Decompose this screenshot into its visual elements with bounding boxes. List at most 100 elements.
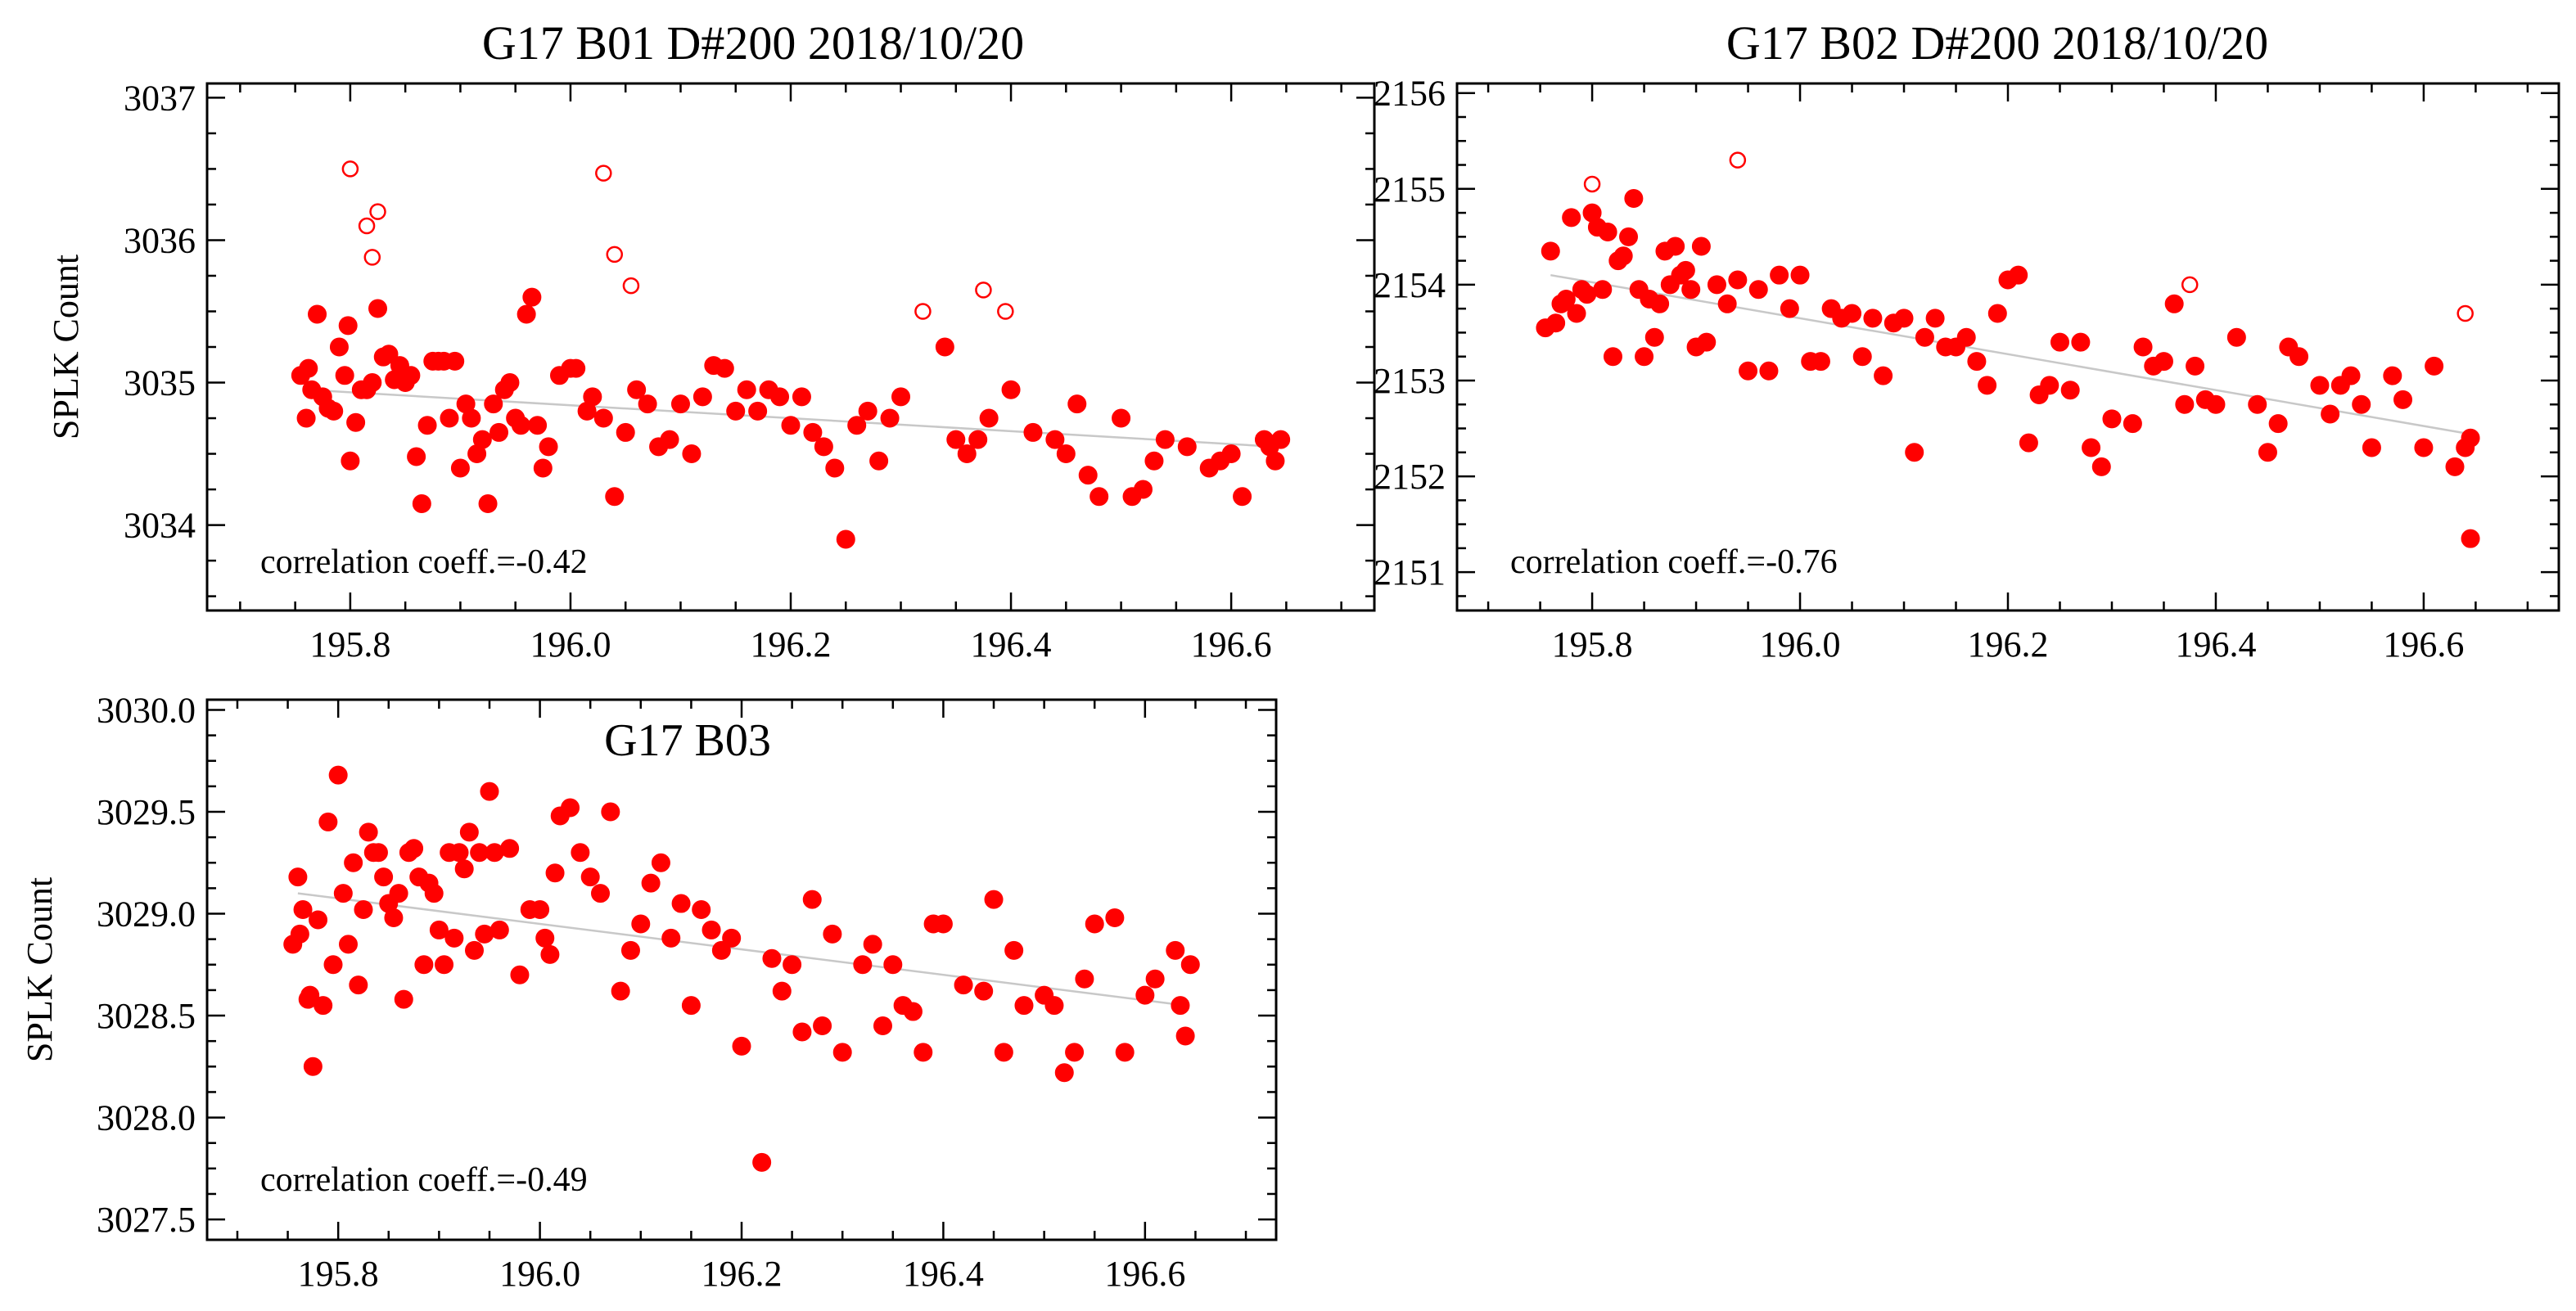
y-tick-label: 2155 — [1374, 169, 1446, 209]
data-point — [1863, 309, 1883, 328]
data-point — [472, 430, 492, 449]
data-point — [338, 316, 358, 336]
data-point — [836, 529, 855, 549]
data-point — [2383, 366, 2402, 385]
x-tick-label: 196.2 — [1968, 624, 2049, 665]
data-point — [2060, 381, 2080, 400]
data-point — [1707, 275, 1726, 295]
data-point — [1635, 347, 1654, 367]
data-point — [1894, 309, 1914, 328]
data-point — [682, 444, 702, 464]
data-point — [533, 458, 553, 478]
data-point — [2164, 294, 2184, 313]
data-point — [1603, 347, 1622, 367]
outlier-point — [914, 303, 932, 320]
data-point — [299, 358, 318, 378]
data-point — [338, 935, 358, 954]
data-points — [291, 160, 1291, 549]
data-point — [620, 940, 640, 960]
x-tick-label: 196.0 — [499, 1254, 580, 1294]
data-point — [1265, 451, 1285, 471]
x-tick-label: 196.2 — [702, 1254, 783, 1294]
outlier-point — [622, 277, 640, 295]
data-point — [1541, 241, 1560, 261]
data-point — [1171, 996, 1190, 1016]
data-point — [933, 914, 953, 934]
data-point — [1112, 408, 1131, 428]
data-point — [571, 843, 590, 863]
y-tick-label: 2154 — [1374, 265, 1446, 305]
data-point — [1697, 332, 1717, 352]
data-point — [1780, 299, 1799, 318]
data-point — [692, 387, 712, 407]
data-point — [2352, 394, 2371, 414]
data-point — [1145, 969, 1165, 989]
data-point — [1562, 208, 1581, 228]
data-point — [566, 358, 586, 378]
data-point — [762, 948, 782, 968]
data-point — [1598, 222, 1617, 241]
data-point — [2248, 394, 2267, 414]
data-point — [379, 345, 399, 364]
data-point — [489, 422, 508, 442]
data-point — [500, 839, 520, 858]
data-point — [748, 401, 768, 421]
chart-panel-b02: G17 B02 D#200 2018/10/20 195.8 196.0 196.2… — [1374, 16, 2560, 665]
data-point — [308, 304, 327, 324]
data-point — [1915, 327, 1934, 347]
data-point — [1874, 366, 1893, 385]
x-tick-label: 196.0 — [530, 624, 611, 665]
data-point — [792, 387, 811, 407]
data-point — [1155, 430, 1175, 449]
data-point — [726, 401, 746, 421]
chart-title: G17 B01 D#200 2018/10/20 — [482, 16, 1024, 70]
data-point — [414, 955, 434, 975]
data-point — [1045, 430, 1065, 449]
data-point — [1925, 309, 1945, 328]
chart-title: G17 B03 — [604, 715, 771, 766]
x-tick-label: 196.6 — [1104, 1254, 1185, 1294]
data-point — [974, 981, 994, 1001]
y-tick-label: 2153 — [1374, 361, 1446, 401]
outlier-point — [606, 246, 624, 264]
outlier-point — [363, 249, 381, 266]
y-tick-label: 3036 — [124, 220, 196, 260]
data-point — [1676, 260, 1695, 280]
data-point — [1644, 327, 1664, 347]
data-point — [601, 802, 620, 822]
data-point — [459, 822, 479, 842]
data-point — [341, 451, 360, 471]
data-point — [1556, 289, 1576, 309]
data-point — [994, 1043, 1013, 1062]
outlier-point — [595, 164, 612, 182]
data-point — [957, 444, 977, 464]
data-point — [1905, 443, 1924, 462]
data-point — [2414, 438, 2434, 457]
data-point — [1593, 280, 1613, 300]
data-point — [1717, 294, 1737, 313]
data-point — [1759, 361, 1779, 381]
data-point — [638, 394, 657, 414]
data-point — [770, 387, 790, 407]
data-point — [1085, 914, 1104, 934]
data-point — [2206, 394, 2226, 414]
data-point — [883, 955, 903, 975]
data-point — [1666, 237, 1685, 256]
data-point — [661, 928, 681, 948]
data-point — [1004, 940, 1024, 960]
data-point — [580, 867, 600, 887]
data-point — [484, 394, 503, 414]
data-point — [715, 358, 734, 378]
data-point — [651, 853, 670, 872]
data-point — [1078, 466, 1098, 485]
y-tick-label: 3030.0 — [97, 690, 196, 730]
data-point — [2091, 457, 2111, 476]
plot-frame — [205, 698, 1278, 1241]
data-point — [510, 965, 530, 984]
data-point — [368, 843, 388, 863]
data-point — [2186, 356, 2205, 376]
outlier-point — [975, 282, 992, 299]
data-point — [772, 981, 792, 1001]
data-point — [853, 955, 873, 975]
data-point — [1619, 227, 1639, 246]
